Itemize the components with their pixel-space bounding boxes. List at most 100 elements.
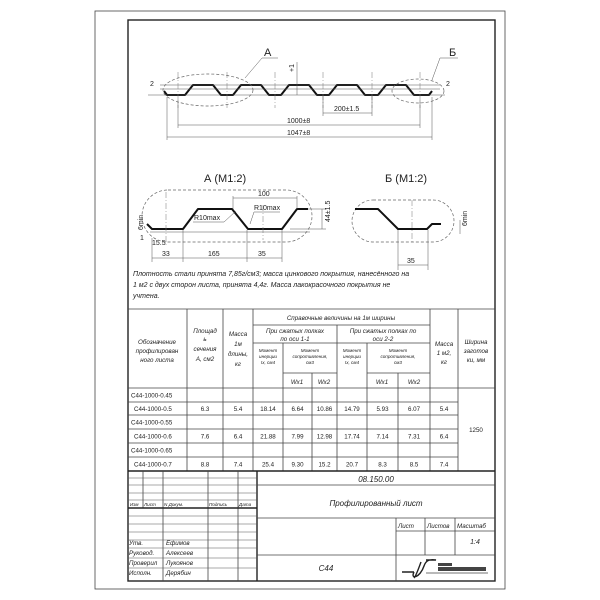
role-name: Ефимов: [166, 540, 190, 547]
header-area: сечения: [194, 346, 218, 353]
detail-a-title: А (М1:2): [204, 173, 246, 185]
callout-a: А: [264, 47, 272, 59]
header-resistance-22: сопротивления,: [380, 354, 415, 359]
radius-label-1: R10max: [194, 215, 221, 222]
doc-title: Профилированный лист: [329, 499, 422, 508]
detail-a: А (М1:2) 100 44±1.5 6min 1 15.5 33 165 3…: [138, 173, 332, 262]
sheet-border: [94, 10, 506, 590]
table-cell: 20.7: [346, 462, 359, 469]
dim-15-5: 15.5: [152, 240, 166, 247]
header-axis-11: по оси 1-1: [280, 336, 309, 343]
header-mass-1m: Масса: [229, 331, 248, 338]
table-cell: 8.8: [201, 462, 210, 469]
sheets-label: Листов: [426, 523, 450, 530]
table-cell: 6.07: [408, 406, 421, 413]
product-code: С44: [319, 564, 334, 573]
header-mass-m2: кг: [441, 359, 447, 366]
table-row: С44-1000-0.45: [131, 393, 173, 400]
dim-one: 1: [140, 235, 144, 242]
detail-b: Б (М1:2) 35 6min: [351, 173, 469, 270]
role-name: Дерябин: [165, 570, 191, 577]
table-cell: 6.4: [440, 434, 449, 441]
header-wx1: Wx1: [376, 379, 388, 386]
table-cell: 12.98: [317, 434, 333, 441]
table-cell: 6.4: [234, 434, 243, 441]
header-designation: профилирован: [136, 348, 179, 355]
doc-number: 08.150.00: [358, 475, 394, 484]
profile-cross-section: +1 2 2 А Б 200±1.5 1000±8 1047±8: [148, 47, 458, 140]
role-label: Проверил: [129, 560, 158, 567]
cell-designation: С44-1000-0.6: [134, 434, 172, 441]
header-mass-1m: длины,: [228, 351, 248, 358]
note: Плотность стали принята 7,85г/см3; масса…: [132, 271, 409, 300]
stamp-col-list: Лист: [143, 502, 156, 507]
note-line: учтена.: [132, 293, 160, 300]
table-cell: 7.4: [440, 462, 449, 469]
table-cell: 5.4: [440, 406, 449, 413]
dim-top-width: 100: [258, 191, 270, 198]
dim-small-left: 2: [150, 81, 154, 88]
header-inertia-11: инерции: [259, 354, 277, 359]
header-axis-11: При сжатых полках: [266, 328, 325, 335]
header-resistance-11: Момент: [301, 348, 320, 353]
table-row: С44-1000-0.6 7.6 6.4 21.88 7.99 12.98 17.74 7.1…: [134, 434, 449, 441]
table-cell: 7.14: [376, 434, 389, 441]
note-line: Плотность стали принята 7,85г/см3; масса…: [133, 271, 409, 278]
detail-a-profile: [146, 208, 308, 230]
header-blank-width: заготов: [463, 348, 489, 355]
table-cell: 25.4: [262, 462, 275, 469]
table-cell: 15.2: [318, 462, 331, 469]
header-axis-22: При сжатых полках по: [350, 328, 417, 335]
detail-b-title: Б (М1:2): [385, 173, 427, 185]
cell-designation: С44-1000-0.5: [134, 406, 172, 413]
table-cell: 18.14: [260, 406, 276, 413]
table-cell: 8.3: [378, 462, 387, 469]
role-label: Руковод.: [129, 550, 154, 557]
header-blank-width: Ширина: [465, 339, 488, 346]
title-block: Изм Лист N Докум. Подпись Дата Утв. Ефим…: [128, 470, 495, 581]
stamp-col-signature: Подпись: [209, 502, 228, 507]
properties-table: Обозначение профилирован ного листа Площ…: [128, 308, 495, 472]
drawing-frame: [127, 19, 496, 582]
header-resistance-11: сопротивления,: [292, 354, 327, 359]
dim-useful-width: 1000±8: [287, 118, 310, 125]
role-name: Алексеев: [165, 550, 194, 557]
table-cell: 8.5: [410, 462, 419, 469]
note-line: 1 м2 с двух сторон листа, принята 4,4г. …: [133, 281, 390, 289]
table-row: С44-1000-0.55: [131, 420, 173, 427]
header-mass-m2: 1 м2,: [437, 350, 452, 357]
table-header: Обозначение профилирован ного листа Площ…: [136, 315, 489, 386]
header-mass-1m: кг: [235, 361, 241, 368]
dim-top-tolerance: +1: [289, 64, 296, 72]
role-label: Исполн.: [129, 570, 152, 577]
detail-b-profile: [355, 208, 441, 230]
detail-b-marker: [391, 78, 445, 104]
axis-lines: [177, 72, 421, 108]
header-inertia-11: Ix, см4: [261, 360, 276, 365]
table-cell: 9.30: [291, 462, 304, 469]
header-designation: Обозначение: [138, 339, 176, 346]
stamp-col-date: Дата: [238, 502, 252, 507]
role-label: Утв.: [128, 540, 143, 547]
stamp-col-izm: Изм: [130, 502, 139, 507]
cell-designation: С44-1000-0.65: [131, 448, 173, 455]
dim-min-b: 6min: [462, 211, 469, 226]
dim-small-right: 2: [446, 81, 450, 88]
dim-total-width: 1047±8: [287, 130, 310, 137]
header-blank-width: ки, мм: [467, 357, 486, 364]
table-cell: 6.3: [201, 406, 210, 413]
header-axis-22: оси 2-2: [373, 336, 394, 343]
header-mass-1m: 1м: [234, 341, 242, 348]
table-cell: 17.74: [344, 434, 360, 441]
table-cell: 5.93: [376, 406, 389, 413]
stamp-col-doc: N Докум.: [164, 502, 183, 507]
header-wx1: Wx1: [291, 379, 303, 386]
table-cell: 14.79: [344, 406, 360, 413]
dim-35: 35: [258, 251, 266, 258]
dim-height: 44±1.5: [325, 201, 332, 222]
header-wx2: Wx2: [318, 379, 331, 386]
detail-a-marker: [162, 73, 254, 107]
scale-label: Масштаб: [457, 523, 486, 530]
table-cell: 7.31: [408, 434, 421, 441]
